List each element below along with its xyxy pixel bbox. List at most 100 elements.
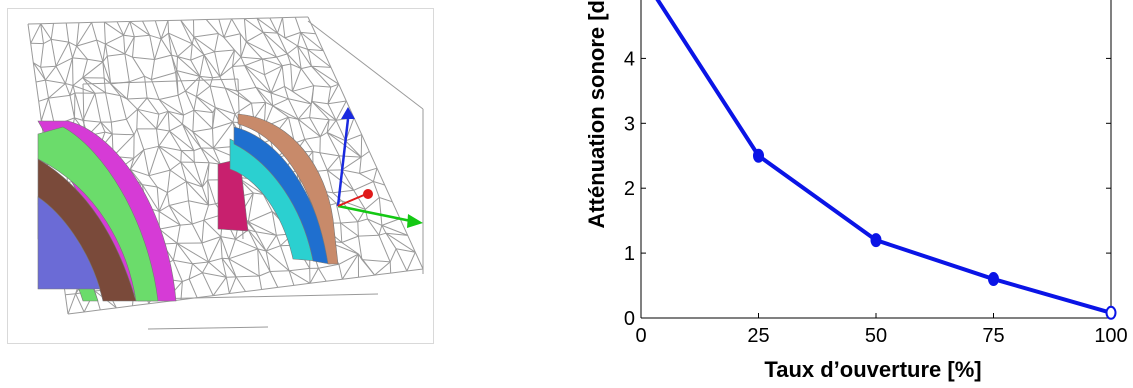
- mesh-edge: [309, 268, 319, 284]
- mesh-edge: [214, 107, 234, 123]
- mesh-edge: [304, 136, 321, 140]
- mesh-edge: [311, 101, 330, 121]
- mesh-edge: [185, 90, 197, 98]
- mesh-edge: [307, 49, 332, 68]
- mesh-edge: [326, 155, 340, 171]
- mesh-edge: [129, 169, 143, 185]
- mesh-edge: [154, 20, 162, 39]
- mesh-edge: [228, 258, 260, 277]
- mesh-edge: [381, 218, 401, 226]
- mesh-edge: [247, 192, 254, 222]
- mesh-edge: [264, 65, 283, 76]
- mesh-edge: [142, 20, 151, 36]
- mesh-edge: [48, 94, 71, 99]
- mesh-edge: [239, 33, 242, 58]
- mesh-edge: [265, 250, 290, 272]
- mesh-edge: [169, 169, 187, 182]
- mesh-edge: [75, 293, 85, 313]
- mesh-edge: [361, 134, 370, 152]
- mesh-edge: [367, 218, 383, 226]
- mesh-edge: [228, 258, 237, 278]
- mesh-edge: [154, 54, 172, 60]
- mesh-edge: [326, 119, 330, 133]
- right-quarter-disc: [217, 113, 339, 265]
- mesh-edge: [148, 169, 171, 177]
- mesh-edge: [292, 90, 312, 105]
- mesh-edge: [64, 57, 73, 84]
- mesh-edge: [342, 276, 359, 280]
- mesh-edge: [286, 45, 299, 55]
- mesh-edge: [177, 56, 191, 61]
- mesh-edge: [281, 65, 285, 87]
- mesh-edge: [87, 58, 103, 63]
- mesh-edge: [104, 21, 124, 36]
- mesh-edge: [255, 86, 272, 94]
- left-quarter-disc: [37, 120, 177, 302]
- mesh-edge: [361, 259, 375, 276]
- mesh-edge: [96, 39, 106, 45]
- mesh-edge: [335, 203, 342, 224]
- mesh-edge: [82, 77, 96, 94]
- mesh-edge: [193, 162, 203, 188]
- mesh-edge: [277, 17, 283, 34]
- mesh-edge: [232, 65, 245, 67]
- mesh-edge: [212, 276, 227, 296]
- y-tick-label: 0: [624, 308, 635, 330]
- mesh-edge: [150, 59, 155, 80]
- mesh-edge: [192, 128, 213, 133]
- mesh-edge: [100, 121, 106, 133]
- mesh-edge: [253, 192, 264, 195]
- mesh-edge: [300, 32, 324, 51]
- mesh-edge: [168, 32, 193, 45]
- mesh-edge: [341, 156, 362, 171]
- mesh-edge: [212, 76, 220, 79]
- mesh-edge: [212, 148, 221, 165]
- mesh-edge: [228, 276, 237, 294]
- mesh-edge: [196, 96, 214, 113]
- mesh-edge: [229, 291, 246, 294]
- mesh-edge: [304, 139, 314, 152]
- mesh-edge: [289, 267, 310, 272]
- mesh-edge: [167, 181, 187, 194]
- mesh-edge: [341, 242, 359, 255]
- mesh-edge: [166, 170, 171, 193]
- mesh-edge: [124, 53, 133, 58]
- mesh-edge: [209, 77, 214, 87]
- mesh-edge: [126, 98, 138, 110]
- mesh-edge: [147, 326, 269, 330]
- mesh-edge: [176, 242, 209, 263]
- mesh-edge: [228, 239, 236, 259]
- mesh-edge: [327, 87, 332, 104]
- mesh-edge: [389, 261, 392, 274]
- mesh-edge: [223, 33, 241, 38]
- mesh-edge: [338, 253, 359, 265]
- mesh-edge: [270, 92, 274, 106]
- mesh-edge: [372, 181, 380, 198]
- mesh-edge: [190, 54, 205, 61]
- mesh-edge: [167, 111, 170, 132]
- mesh-edge: [406, 268, 424, 272]
- mesh-edge: [378, 232, 387, 236]
- mesh-edge: [68, 41, 77, 47]
- mesh-edge: [168, 33, 178, 57]
- mesh-edge: [287, 98, 299, 120]
- mesh-edge: [291, 68, 302, 92]
- mesh-edge: [76, 45, 88, 60]
- x-axis-ticks: 0 25 50 75 100: [635, 313, 1128, 347]
- mesh-edge: [341, 235, 359, 243]
- mesh-edge: [193, 33, 219, 38]
- mesh-edge: [193, 96, 197, 111]
- mesh-edge: [247, 229, 267, 252]
- mesh-edge: [357, 236, 363, 260]
- mesh-edge: [38, 97, 49, 102]
- mesh-edge: [213, 293, 230, 297]
- mesh-edge: [244, 18, 264, 33]
- mesh-edge: [218, 19, 225, 38]
- mesh-edge: [103, 77, 106, 93]
- mesh-edge: [261, 286, 278, 290]
- mesh-edge: [125, 119, 135, 136]
- mesh-edge: [185, 181, 189, 201]
- mesh-edge: [276, 56, 283, 67]
- mesh-edge: [30, 23, 42, 44]
